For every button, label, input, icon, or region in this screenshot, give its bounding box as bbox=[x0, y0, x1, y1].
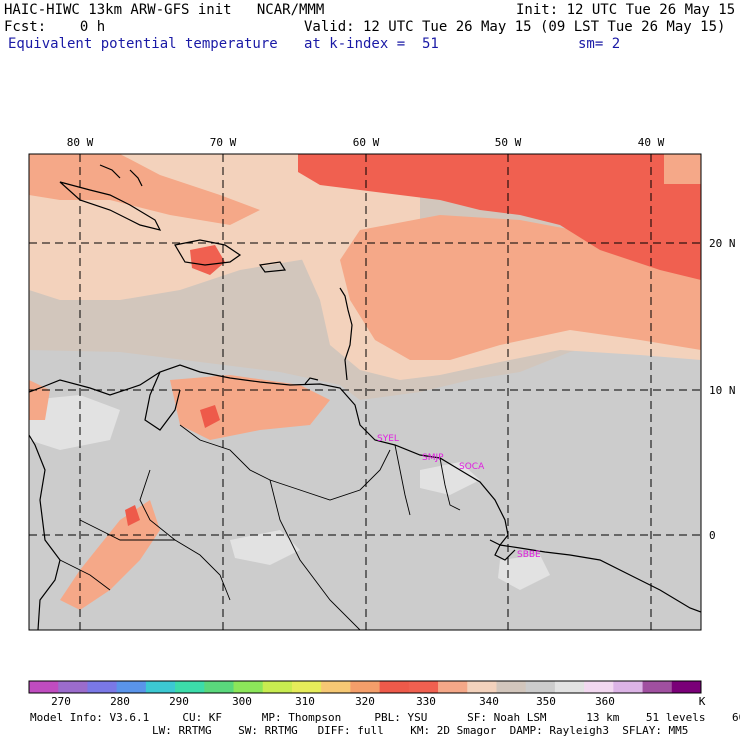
level-index: at k-index = 51 bbox=[304, 36, 439, 52]
colorbar-swatch bbox=[116, 681, 147, 693]
colorbar-swatch bbox=[29, 681, 59, 693]
colorbar-swatch bbox=[525, 681, 556, 693]
valid-time: Valid: 12 UTC Tue 26 May 15 (09 LST Tue … bbox=[304, 19, 726, 35]
station-sbbe: SBBE bbox=[517, 550, 541, 560]
colorbar-frame bbox=[28, 680, 702, 694]
lon-label-70w: 70 W bbox=[210, 136, 237, 149]
field-light-grey-west bbox=[29, 395, 120, 450]
colorbar-swatch bbox=[584, 681, 614, 693]
lat-label-20n: 20 N bbox=[709, 237, 736, 250]
field-light-grey-patch-1 bbox=[230, 530, 300, 565]
init-time: Init: 12 UTC Tue 26 May 15 bbox=[516, 2, 736, 18]
field-red-spot-1 bbox=[200, 405, 220, 428]
colorbar-swatch bbox=[467, 681, 497, 693]
field-salmon-corner bbox=[664, 154, 701, 184]
coastlines bbox=[29, 164, 701, 630]
field-light-grey-patch-2 bbox=[498, 555, 550, 590]
colorbar-unit: K bbox=[698, 695, 706, 708]
field-light-grey-patch-3 bbox=[420, 462, 480, 495]
colorbar-tick-310: 310 bbox=[295, 695, 315, 708]
field-salmon-andes bbox=[60, 500, 160, 610]
colorbar-tick-320: 320 bbox=[355, 695, 375, 708]
field-red-hispaniola bbox=[190, 245, 225, 275]
model-title: HAIC-HIWC 13km ARW-GFS init NCAR/MMM bbox=[4, 2, 325, 18]
smoothing: sm= 2 bbox=[578, 36, 621, 52]
colorbar-swatch bbox=[233, 681, 264, 693]
colorbar-tick-330: 330 bbox=[416, 695, 436, 708]
colorbar-swatch bbox=[204, 681, 235, 693]
colorbar-swatch bbox=[175, 681, 205, 693]
station-syel: SYEL bbox=[377, 434, 399, 444]
lon-label-40w: 40 W bbox=[638, 136, 665, 149]
map-frame bbox=[28, 153, 702, 631]
colorbar-swatch bbox=[321, 681, 351, 693]
lat-label-10n: 10 N bbox=[709, 384, 736, 397]
colorbar-swatch bbox=[496, 681, 527, 693]
lon-label-60w: 60 W bbox=[353, 136, 380, 149]
forecast-hour: Fcst: 0 h bbox=[4, 19, 106, 35]
colorbar-swatch bbox=[671, 681, 702, 693]
colorbar-swatch bbox=[408, 681, 439, 693]
country-borders bbox=[59, 424, 461, 630]
colorbar bbox=[29, 681, 702, 693]
colorbar-tick-290: 290 bbox=[169, 695, 189, 708]
colorbar-swatch bbox=[58, 681, 88, 693]
field-red-northeast bbox=[298, 154, 701, 280]
colorbar-tick-270: 270 bbox=[51, 695, 71, 708]
colorbar-swatch bbox=[438, 681, 468, 693]
colorbar-swatch bbox=[291, 681, 322, 693]
colorbar-swatch bbox=[145, 681, 176, 693]
colorbar-tick-360: 360 bbox=[595, 695, 615, 708]
station-soca: SOCA bbox=[459, 462, 485, 472]
graticule bbox=[29, 154, 701, 630]
colorbar-swatch bbox=[350, 681, 381, 693]
model-info-line-2: LW: RRTMG SW: RRTMG DIFF: full KM: 2D Sm… bbox=[152, 724, 689, 737]
colorbar-swatch bbox=[613, 681, 644, 693]
field-red-spot-2 bbox=[125, 505, 140, 526]
lat-label-0: 0 bbox=[709, 529, 716, 542]
station-smjp: SMJP bbox=[422, 453, 444, 463]
colorbar-swatch bbox=[379, 681, 410, 693]
lon-label-50w: 50 W bbox=[495, 136, 522, 149]
colorbar-tick-300: 300 bbox=[232, 695, 252, 708]
colorbar-tick-280: 280 bbox=[110, 695, 130, 708]
colorbar-swatch bbox=[262, 681, 293, 693]
model-info-line-1: Model Info: V3.6.1 CU: KF MP: Thompson P… bbox=[30, 711, 740, 724]
colorbar-swatch bbox=[642, 681, 673, 693]
colorbar-tick-350: 350 bbox=[536, 695, 556, 708]
lon-label-80w: 80 W bbox=[67, 136, 94, 149]
colorbar-tick-340: 340 bbox=[479, 695, 499, 708]
colorbar-swatch bbox=[87, 681, 118, 693]
field-salmon-northwest bbox=[29, 154, 260, 225]
field-name: Equivalent potential temperature bbox=[8, 36, 278, 52]
colorbar-swatch bbox=[554, 681, 585, 693]
